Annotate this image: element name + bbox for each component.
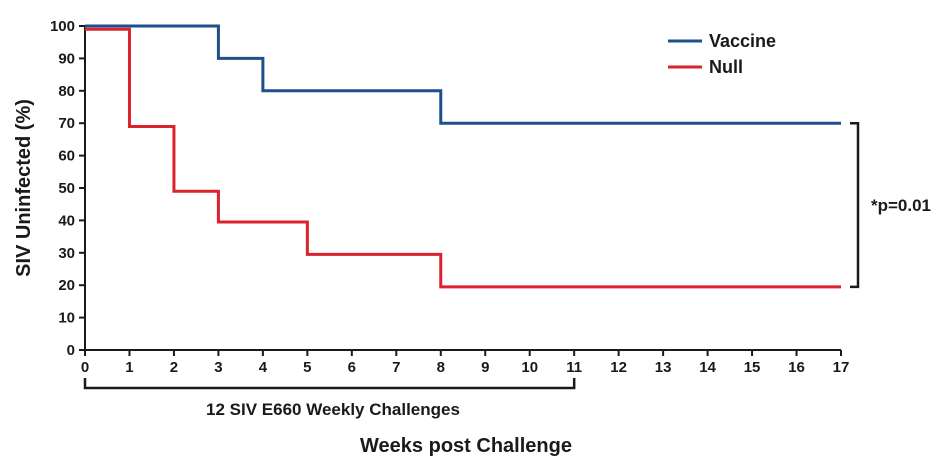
y-tick-label-90: 90 [58, 50, 75, 67]
x-tick-label-8: 8 [437, 359, 445, 376]
x-tick-label-11: 11 [566, 359, 582, 376]
x-tick-label-17: 17 [833, 359, 850, 376]
x-tick-label-0: 0 [81, 359, 89, 376]
significance-label: *p=0.01 [871, 196, 931, 215]
x-tick-label-10: 10 [521, 359, 538, 376]
x-tick-label-5: 5 [303, 359, 311, 376]
x-axis-title: Weeks post Challenge [360, 435, 572, 457]
x-tick-label-1: 1 [125, 359, 133, 376]
series-line-vaccine [85, 24, 841, 125]
x-tick-label-7: 7 [392, 359, 400, 376]
y-tick-label-30: 30 [58, 245, 75, 262]
series-line-null [85, 27, 841, 289]
y-tick-label-20: 20 [58, 277, 75, 294]
x-tick-label-6: 6 [348, 359, 356, 376]
x-tick-label-2: 2 [170, 359, 178, 376]
y-tick-label-50: 50 [58, 180, 75, 197]
x-tick-label-4: 4 [259, 359, 268, 376]
challenge-bracket-label: 12 SIV E660 Weekly Challenges [206, 400, 460, 419]
legend-label-null: Null [709, 57, 743, 77]
y-tick-label-80: 80 [58, 83, 75, 100]
legend: Vaccine Null [668, 31, 776, 77]
x-tick-label-16: 16 [788, 359, 805, 376]
y-tick-label-70: 70 [58, 115, 75, 132]
challenge-bracket [83, 378, 576, 390]
significance-bracket [850, 121, 860, 289]
annotation-layer: SIV Uninfected (%) Weeks post Challenge … [13, 99, 931, 457]
x-tick-label-13: 13 [655, 359, 672, 376]
x-tick-label-14: 14 [699, 359, 716, 376]
y-tick-label-40: 40 [58, 212, 75, 229]
y-tick-label-100: 100 [50, 18, 75, 35]
y-tick-label-0: 0 [67, 342, 75, 359]
x-tick-label-12: 12 [610, 359, 627, 376]
x-tick-label-15: 15 [744, 359, 761, 376]
y-axis-title: SIV Uninfected (%) [13, 99, 35, 277]
series-layer [85, 24, 841, 289]
y-tick-label-60: 60 [58, 148, 75, 165]
y-tick-label-10: 10 [58, 310, 75, 327]
legend-label-vaccine: Vaccine [709, 31, 776, 51]
x-tick-label-9: 9 [481, 359, 489, 376]
x-tick-label-3: 3 [214, 359, 222, 376]
